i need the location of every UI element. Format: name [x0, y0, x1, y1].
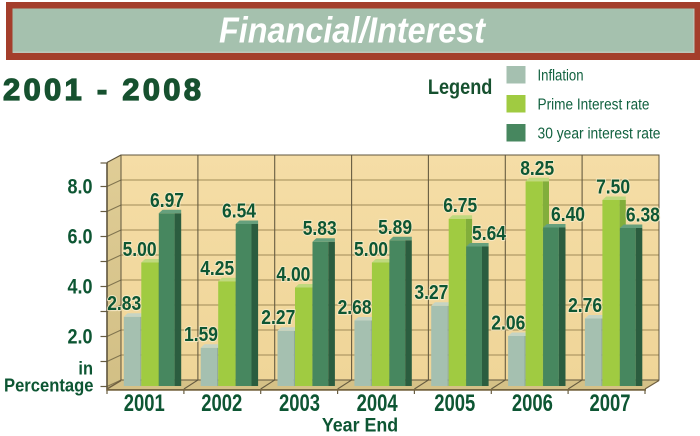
svg-text:2.76: 2.76	[568, 295, 602, 317]
svg-text:2.83: 2.83	[107, 293, 141, 315]
svg-text:2.68: 2.68	[338, 297, 372, 319]
svg-text:5.89: 5.89	[378, 217, 412, 239]
svg-text:5.83: 5.83	[303, 218, 337, 240]
svg-text:6.0: 6.0	[68, 224, 93, 248]
svg-text:Legend: Legend	[428, 75, 493, 99]
svg-text:Prime Interest rate: Prime Interest rate	[538, 97, 650, 114]
svg-text:6.54: 6.54	[222, 201, 257, 223]
svg-text:2001: 2001	[124, 390, 165, 417]
svg-text:2006: 2006	[512, 390, 553, 417]
svg-text:2002: 2002	[201, 390, 242, 417]
svg-text:3.27: 3.27	[414, 282, 448, 304]
svg-text:8.25: 8.25	[520, 158, 554, 180]
svg-text:2005: 2005	[434, 390, 475, 417]
svg-text:4.0: 4.0	[68, 274, 93, 298]
svg-text:5.00: 5.00	[123, 239, 157, 261]
svg-text:2007: 2007	[590, 390, 631, 417]
svg-text:2003: 2003	[279, 390, 320, 417]
svg-text:5.00: 5.00	[354, 239, 388, 261]
svg-text:30 year interest rate: 30 year interest rate	[538, 126, 661, 143]
svg-text:8.0: 8.0	[68, 174, 93, 198]
svg-text:2.0: 2.0	[68, 324, 93, 348]
svg-text:Financial/Interest: Financial/Interest	[219, 10, 487, 51]
svg-text:4.25: 4.25	[200, 258, 234, 280]
svg-text:1.59: 1.59	[184, 324, 218, 346]
svg-text:6.38: 6.38	[626, 205, 660, 227]
svg-text:6.40: 6.40	[551, 204, 585, 226]
svg-text:2001 - 2008: 2001 - 2008	[3, 72, 201, 107]
svg-text:2004: 2004	[357, 390, 399, 417]
svg-text:Inflation: Inflation	[538, 68, 584, 85]
svg-text:2.06: 2.06	[491, 313, 525, 335]
svg-text:5.64: 5.64	[472, 223, 507, 245]
svg-text:Year End: Year End	[322, 416, 398, 436]
svg-text:6.75: 6.75	[443, 195, 477, 217]
svg-text:in: in	[78, 359, 93, 379]
svg-text:6.97: 6.97	[150, 190, 184, 212]
svg-text:4.00: 4.00	[276, 264, 310, 286]
svg-text:2.27: 2.27	[261, 307, 295, 329]
svg-text:Percentage: Percentage	[4, 376, 94, 396]
svg-text:7.50: 7.50	[596, 177, 630, 199]
